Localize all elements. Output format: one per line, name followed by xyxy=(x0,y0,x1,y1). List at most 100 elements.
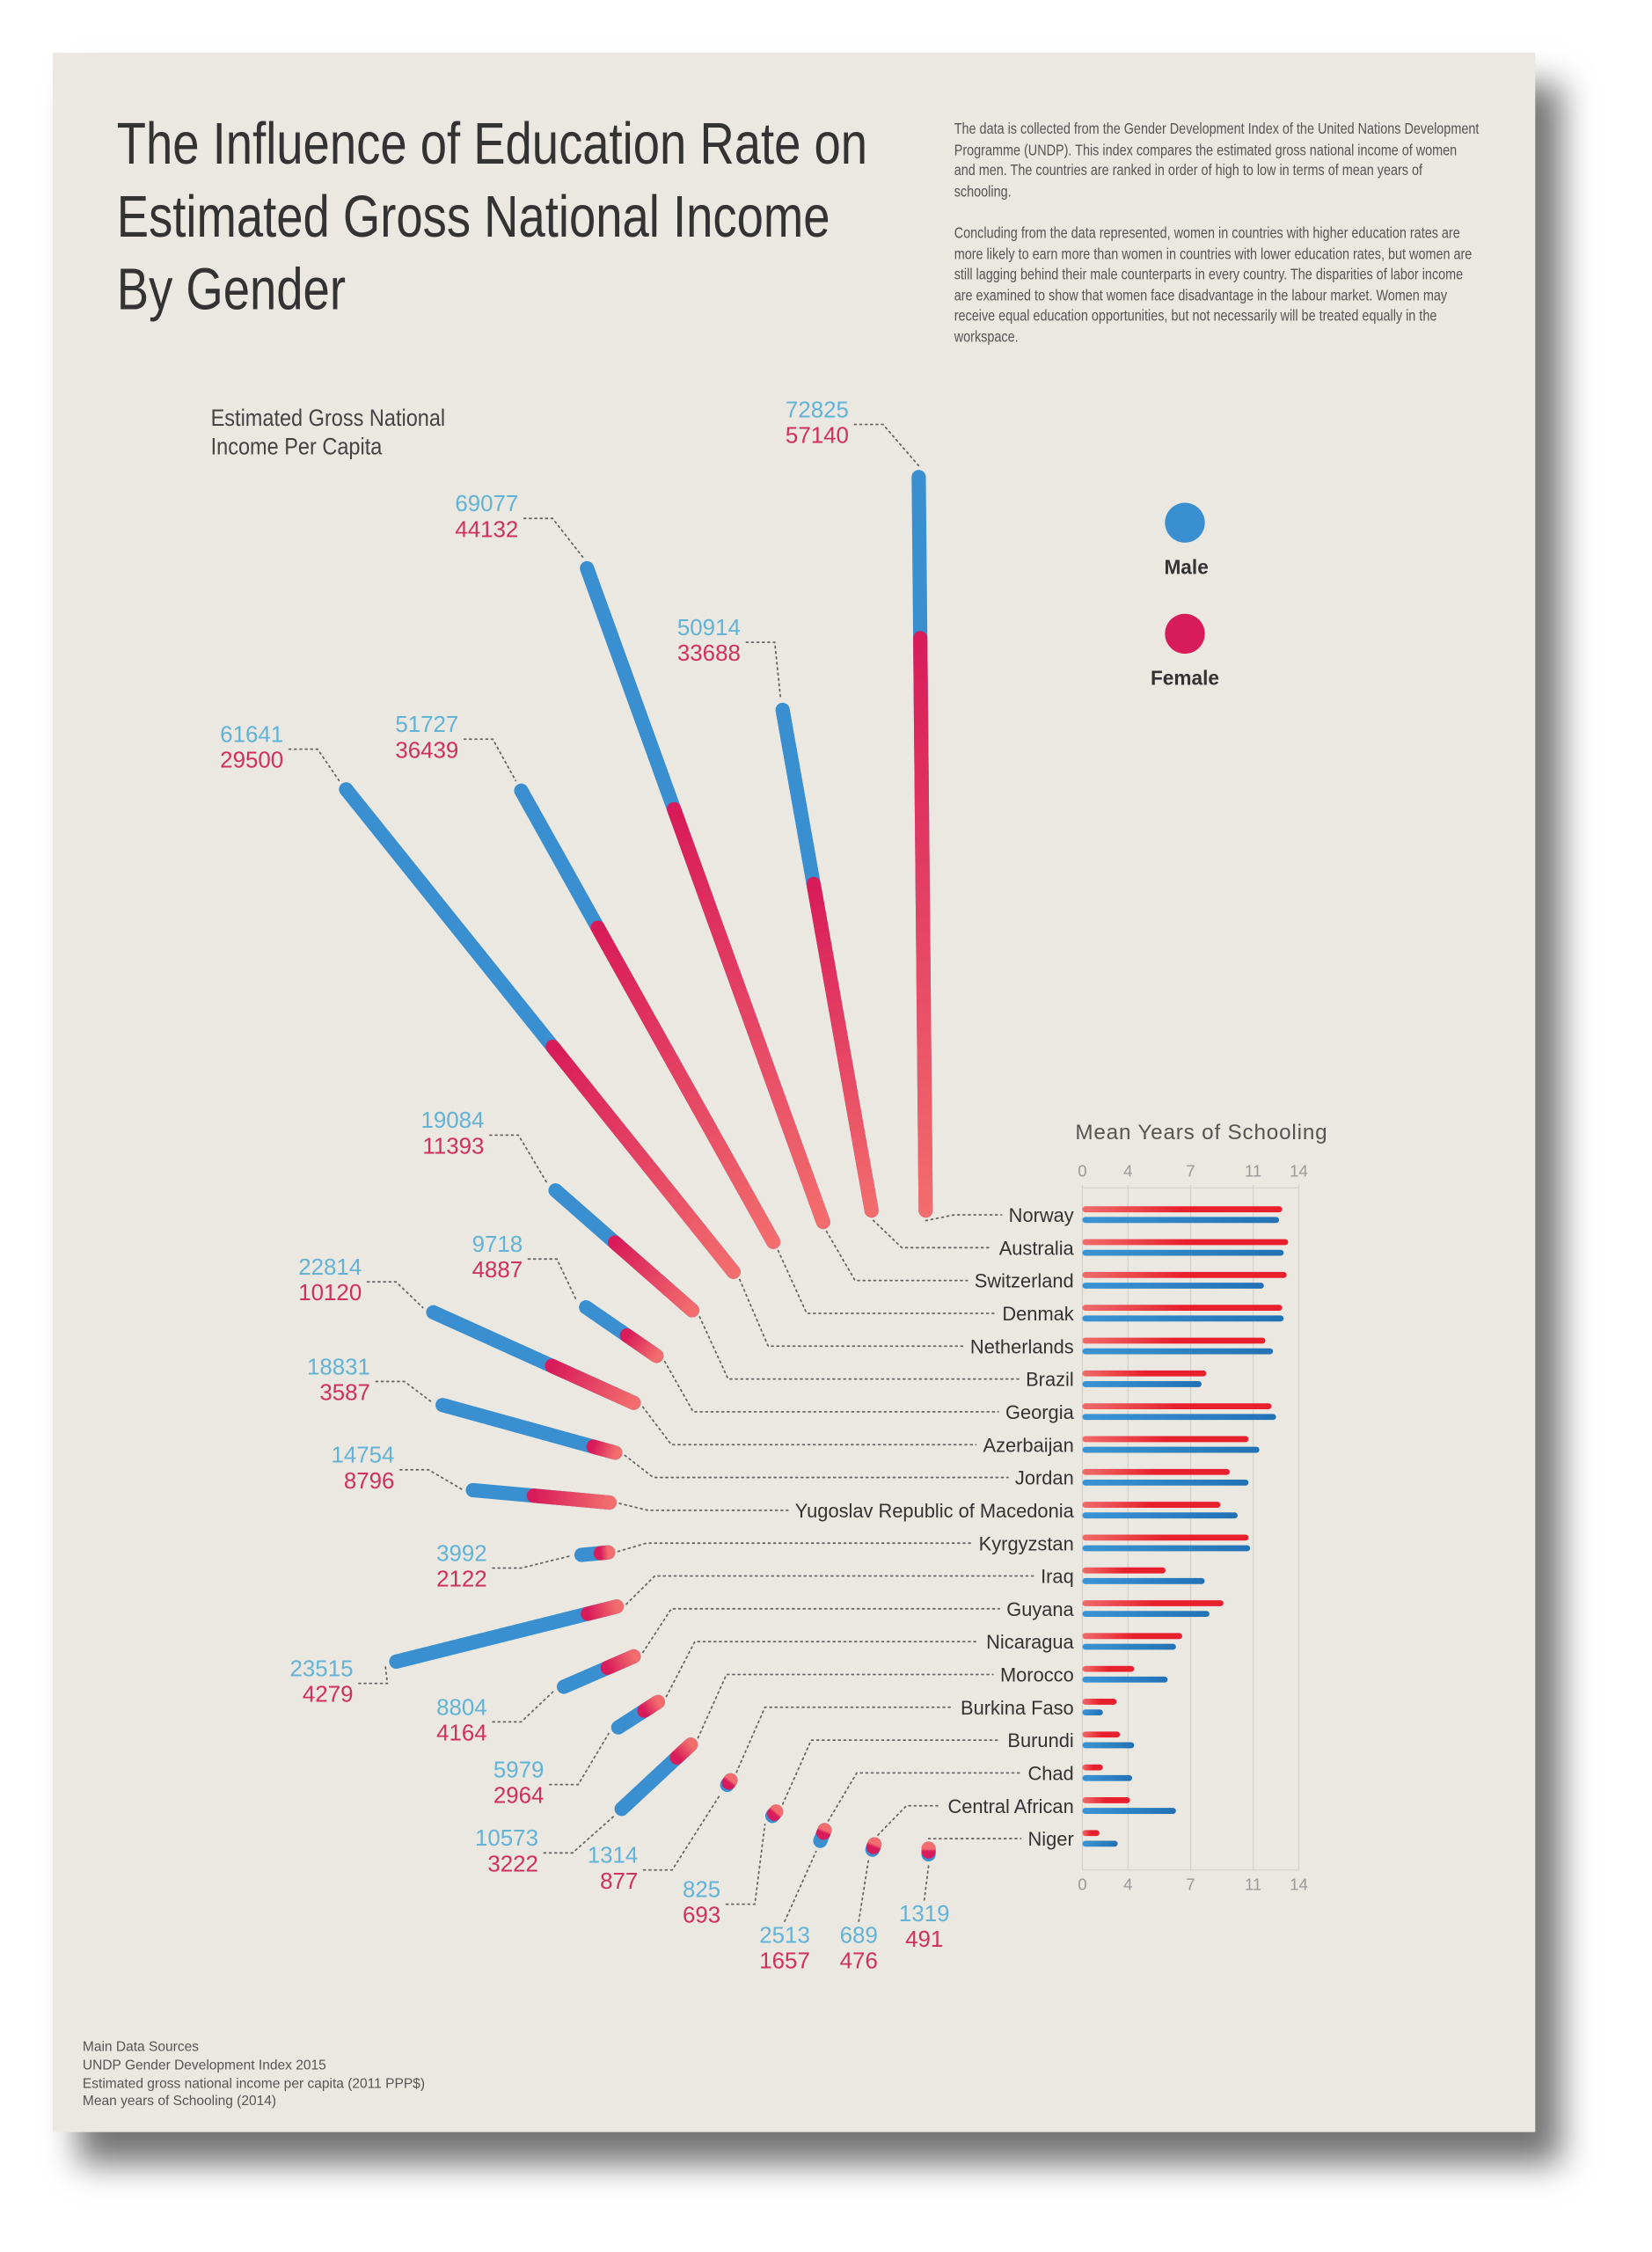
spoke-denmak xyxy=(514,783,781,1249)
income-label-leader xyxy=(725,1824,766,1905)
male-income-label: 19084 xyxy=(420,1108,484,1133)
female-income-label: 57140 xyxy=(786,424,849,449)
spoke-iraq xyxy=(389,1599,625,1669)
female-income-label: 491 xyxy=(905,1927,943,1952)
female-income-label: 1657 xyxy=(759,1949,810,1973)
leader-lines xyxy=(288,423,1034,1922)
female-schooling-bar xyxy=(1082,1797,1130,1803)
male-income-label: 9718 xyxy=(472,1232,523,1257)
male-income-bar xyxy=(389,1599,625,1669)
income-label-leader xyxy=(288,748,340,782)
country-leader xyxy=(641,1607,1001,1654)
country-leader xyxy=(925,1214,1003,1222)
female-schooling-bar xyxy=(1082,1436,1249,1443)
spoke-burundi xyxy=(764,1804,784,1824)
spoke-kyrgyzstan xyxy=(574,1545,616,1562)
country-label: Niger xyxy=(1028,1828,1074,1850)
spoke-central-african xyxy=(865,1837,882,1857)
male-income-label: 1314 xyxy=(588,1844,639,1868)
female-income-label: 2964 xyxy=(493,1784,545,1809)
female-income-bar xyxy=(545,1039,741,1279)
female-income-bar xyxy=(667,801,830,1230)
spoke-azerbaijan xyxy=(426,1305,641,1410)
female-income-label: 11393 xyxy=(422,1134,484,1159)
spoke-morocco xyxy=(614,1737,698,1817)
income-label-leader xyxy=(784,1850,817,1922)
spoke-switzerland xyxy=(580,560,830,1230)
male-income-label: 825 xyxy=(683,1878,720,1903)
female-schooling-bar xyxy=(1082,1665,1135,1672)
female-income-bar xyxy=(669,1737,698,1765)
female-income-label: 4887 xyxy=(472,1258,523,1283)
x-tick-label: 14 xyxy=(1290,1875,1308,1893)
country-label: Denmak xyxy=(1002,1303,1073,1325)
female-schooling-bar xyxy=(1082,1370,1207,1377)
title-line: By Gender xyxy=(116,256,346,322)
country-leader xyxy=(618,1503,789,1511)
x-tick-label: 14 xyxy=(1290,1161,1308,1180)
x-tick-label: 7 xyxy=(1186,1161,1195,1180)
country-label: Norway xyxy=(1009,1204,1074,1226)
income-label-leader xyxy=(549,1732,610,1786)
spoke-netherlands xyxy=(339,782,741,1279)
female-income-label: 8796 xyxy=(344,1469,395,1494)
page-title: The Influence of Education Rate on Estim… xyxy=(117,108,867,326)
male-income-label: 72825 xyxy=(786,398,849,422)
male-schooling-bar xyxy=(1082,1709,1103,1716)
income-label-leader xyxy=(923,1864,930,1901)
male-income-label: 8804 xyxy=(436,1695,487,1720)
female-income-bar xyxy=(721,1773,738,1790)
footer-line: Main Data Sources xyxy=(82,2039,200,2056)
country-leader xyxy=(625,1575,1034,1605)
poster xyxy=(52,52,1536,2132)
female-income-label: 36439 xyxy=(395,738,458,763)
income-label-leader xyxy=(375,1380,433,1403)
country-leader xyxy=(735,1706,954,1773)
spoke-yugoslav-republic-of-macedonia xyxy=(465,1482,618,1510)
footer-line: Estimated gross national income per capi… xyxy=(82,2075,425,2092)
female-income-label: 693 xyxy=(683,1904,720,1928)
female-schooling-bar xyxy=(1082,1403,1272,1410)
female-income-bar xyxy=(600,1649,641,1675)
country-leader xyxy=(877,1804,942,1836)
male-legend-label: Male xyxy=(1164,555,1208,578)
country-label: Guyana xyxy=(1006,1598,1074,1620)
spoke-chad xyxy=(813,1823,832,1848)
male-schooling-bar xyxy=(1082,1283,1264,1289)
country-leader xyxy=(825,1230,969,1282)
female-income-label: 10120 xyxy=(298,1281,362,1305)
male-schooling-bar xyxy=(1082,1545,1251,1552)
female-schooling-bar xyxy=(1082,1206,1283,1213)
income-label-leader xyxy=(358,1663,389,1685)
male-schooling-bar xyxy=(1082,1676,1168,1683)
country-label: Iraq xyxy=(1041,1566,1074,1588)
schooling-chart-title: Mean Years of Schooling xyxy=(1075,1121,1327,1144)
male-schooling-bar xyxy=(1082,1217,1280,1224)
female-income-label: 3222 xyxy=(487,1852,538,1876)
female-schooling-bar xyxy=(1082,1305,1283,1312)
x-tick-label: 0 xyxy=(1078,1875,1086,1893)
female-income-label: 476 xyxy=(840,1949,878,1973)
male-schooling-bar xyxy=(1082,1479,1249,1486)
income-label-leader xyxy=(642,1793,721,1871)
x-tick-label: 11 xyxy=(1245,1875,1261,1893)
country-leader xyxy=(641,1406,977,1446)
x-tick-label: 4 xyxy=(1123,1875,1132,1893)
spoke-jordan xyxy=(435,1398,623,1460)
country-label: Central African xyxy=(947,1795,1073,1817)
title-line: Estimated Gross National Income xyxy=(116,183,830,250)
footer-line: Mean years of Schooling (2014) xyxy=(82,2094,277,2110)
spoke-georgia xyxy=(579,1300,664,1364)
female-income-label: 877 xyxy=(600,1869,638,1894)
female-schooling-bar xyxy=(1082,1731,1121,1738)
male-income-label: 18831 xyxy=(307,1355,370,1379)
income-axis-label-line: Income Per Capita xyxy=(210,434,383,460)
x-tick-label: 4 xyxy=(1123,1161,1132,1180)
income-label-leader xyxy=(523,517,584,559)
income-label-leader xyxy=(858,1859,870,1922)
female-income-label: 29500 xyxy=(220,749,283,773)
female-schooling-bar xyxy=(1082,1633,1182,1640)
male-income-label: 69077 xyxy=(455,492,518,516)
spoke-nicaragua xyxy=(610,1694,666,1735)
